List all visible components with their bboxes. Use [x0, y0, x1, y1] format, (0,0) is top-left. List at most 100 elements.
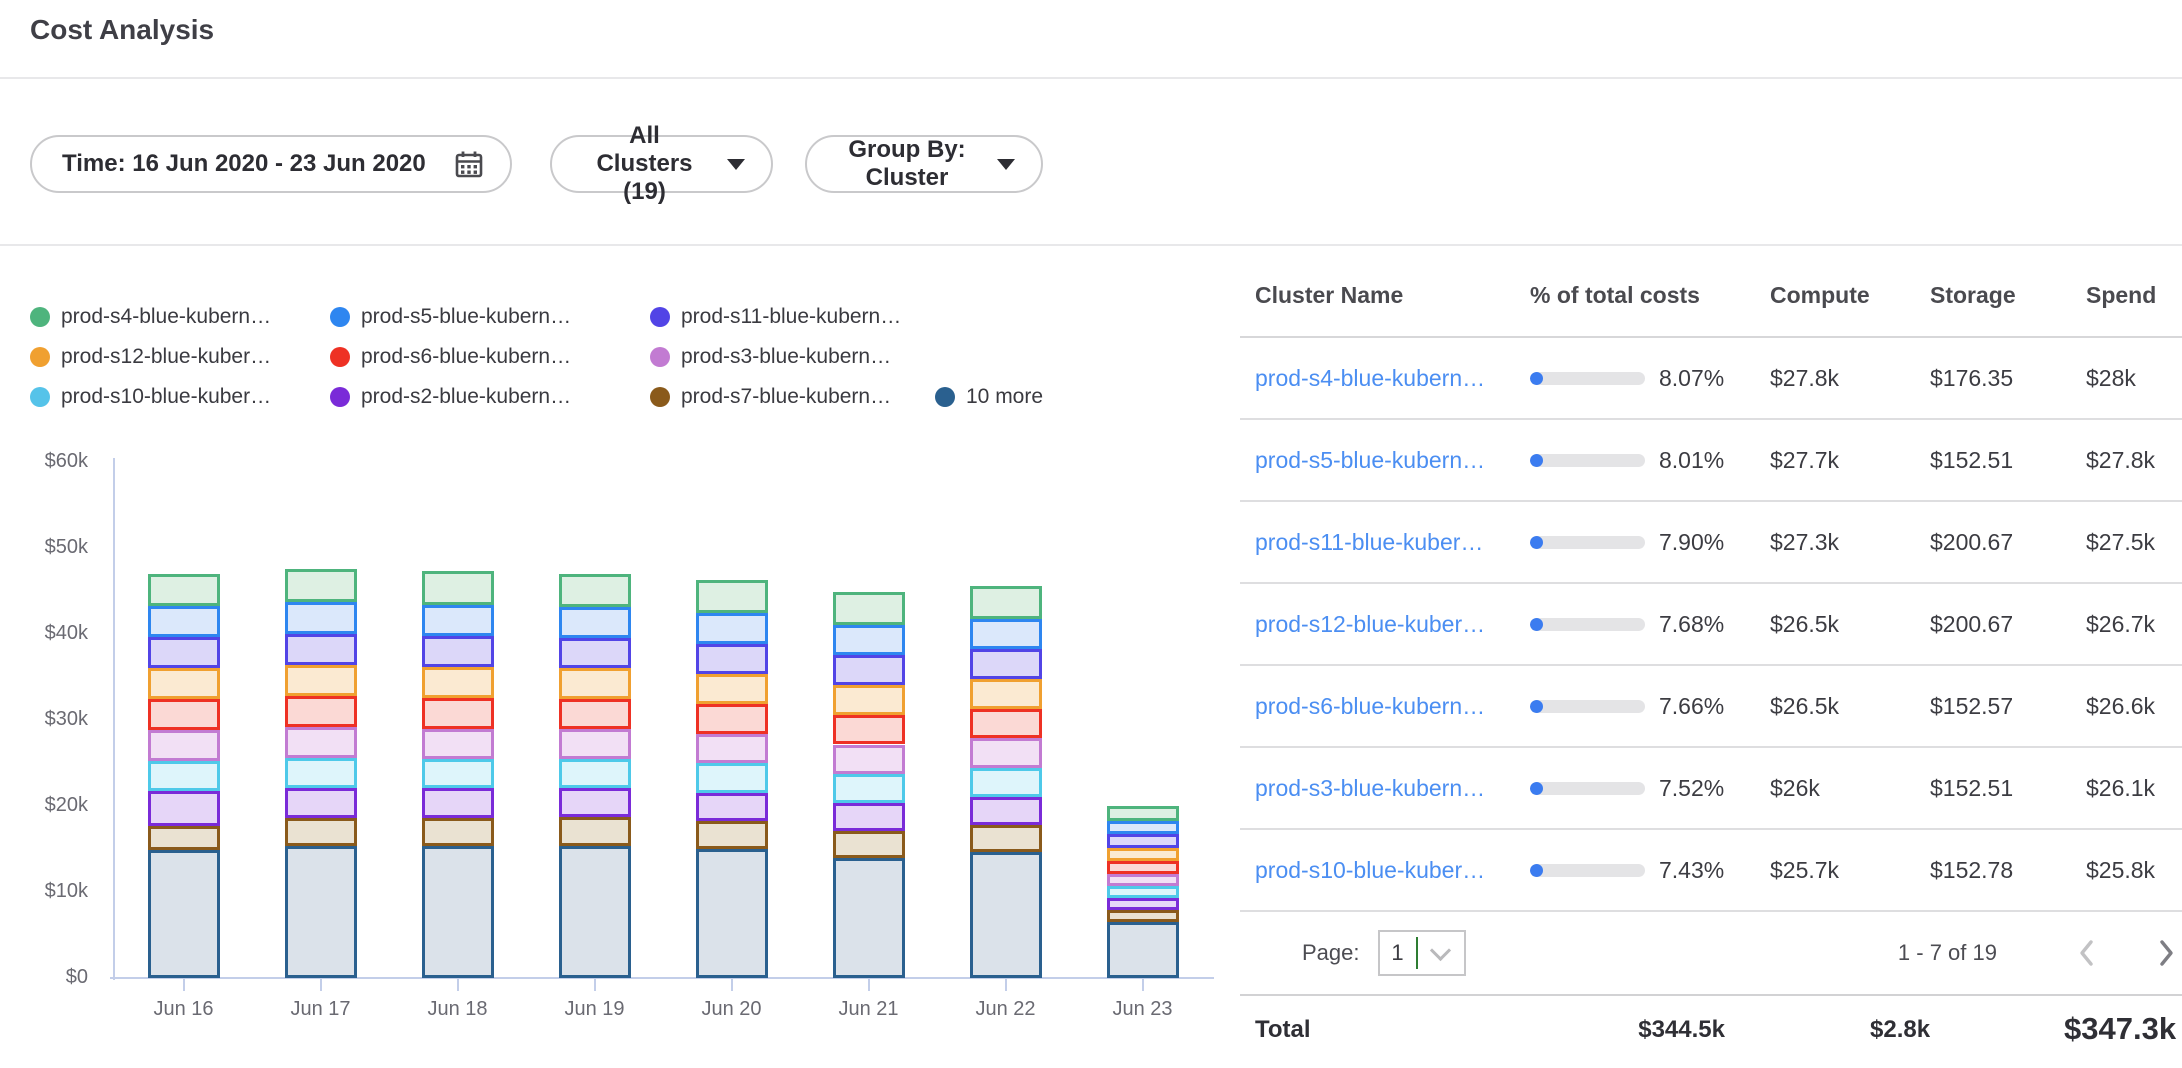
- bar-segment[interactable]: [422, 846, 494, 978]
- bar-segment[interactable]: [696, 580, 768, 613]
- bar-segment[interactable]: [833, 803, 905, 831]
- page-select[interactable]: 1: [1378, 930, 1466, 976]
- bar-segment[interactable]: [696, 821, 768, 849]
- bar-segment[interactable]: [970, 768, 1042, 797]
- bar-segment[interactable]: [1107, 834, 1179, 847]
- bar-segment[interactable]: [285, 788, 357, 818]
- legend-item[interactable]: prod-s11-blue-kubern…: [650, 302, 901, 332]
- bar-segment[interactable]: [833, 774, 905, 803]
- bar-segment[interactable]: [148, 791, 220, 825]
- legend-item[interactable]: prod-s5-blue-kubern…: [330, 302, 571, 332]
- bar-segment[interactable]: [422, 605, 494, 637]
- bar-segment[interactable]: [696, 734, 768, 763]
- clusters-filter[interactable]: All Clusters (19): [550, 135, 773, 193]
- bar-segment[interactable]: [833, 745, 905, 774]
- bar-segment[interactable]: [970, 679, 1042, 709]
- time-range-filter[interactable]: Time: 16 Jun 2020 - 23 Jun 2020: [30, 135, 512, 193]
- bar-segment[interactable]: [696, 763, 768, 792]
- bar-segment[interactable]: [285, 727, 357, 758]
- bar-segment[interactable]: [970, 852, 1042, 978]
- bar-segment[interactable]: [696, 704, 768, 734]
- bar-segment[interactable]: [422, 788, 494, 818]
- bar-segment[interactable]: [559, 638, 631, 669]
- legend-item[interactable]: prod-s10-blue-kuber…: [30, 382, 271, 412]
- bar-segment[interactable]: [148, 668, 220, 700]
- bar-segment[interactable]: [970, 825, 1042, 853]
- bar-segment[interactable]: [148, 699, 220, 730]
- bar-segment[interactable]: [559, 817, 631, 845]
- bar-segment[interactable]: [696, 613, 768, 644]
- bar-segment[interactable]: [285, 846, 357, 978]
- legend-item[interactable]: prod-s4-blue-kubern…: [30, 302, 271, 332]
- bar-segment[interactable]: [1107, 910, 1179, 922]
- cluster-name-link[interactable]: prod-s11-blue-kuber…: [1240, 529, 1530, 556]
- bar-segment[interactable]: [1107, 874, 1179, 886]
- bar-segment[interactable]: [422, 729, 494, 759]
- bar-segment[interactable]: [285, 665, 357, 696]
- bar-segment[interactable]: [833, 831, 905, 859]
- bar-segment[interactable]: [1107, 861, 1179, 874]
- bar-segment[interactable]: [833, 625, 905, 656]
- bar-segment[interactable]: [559, 574, 631, 607]
- bar-segment[interactable]: [833, 592, 905, 624]
- bar-segment[interactable]: [696, 849, 768, 978]
- bar-segment[interactable]: [1107, 922, 1179, 978]
- bar-segment[interactable]: [1107, 898, 1179, 910]
- legend-item[interactable]: prod-s2-blue-kubern…: [330, 382, 571, 412]
- bar-segment[interactable]: [559, 729, 631, 759]
- bar-segment[interactable]: [833, 715, 905, 745]
- bar-segment[interactable]: [559, 668, 631, 699]
- bar-segment[interactable]: [696, 644, 768, 674]
- cluster-name-link[interactable]: prod-s4-blue-kubern…: [1240, 365, 1530, 392]
- cluster-name-link[interactable]: prod-s6-blue-kubern…: [1240, 693, 1530, 720]
- bar-segment[interactable]: [148, 606, 220, 637]
- bar-segment[interactable]: [285, 602, 357, 634]
- bar-segment[interactable]: [970, 586, 1042, 618]
- bar-segment[interactable]: [833, 655, 905, 685]
- bar-segment[interactable]: [422, 571, 494, 604]
- legend-item[interactable]: 10 more: [935, 382, 1043, 412]
- bar-segment[interactable]: [833, 858, 905, 978]
- bar-segment[interactable]: [559, 699, 631, 729]
- bar-segment[interactable]: [148, 850, 220, 978]
- legend-item[interactable]: prod-s7-blue-kubern…: [650, 382, 891, 412]
- bar-segment[interactable]: [422, 636, 494, 667]
- bar-segment[interactable]: [422, 759, 494, 789]
- cluster-name-link[interactable]: prod-s3-blue-kubern…: [1240, 775, 1530, 802]
- legend-item[interactable]: prod-s6-blue-kubern…: [330, 342, 571, 372]
- bar-segment[interactable]: [696, 793, 768, 822]
- bar-segment[interactable]: [285, 818, 357, 846]
- bar-segment[interactable]: [422, 667, 494, 698]
- bar-segment[interactable]: [285, 569, 357, 603]
- bar-segment[interactable]: [833, 685, 905, 715]
- bar-segment[interactable]: [559, 607, 631, 638]
- bar-segment[interactable]: [970, 649, 1042, 679]
- legend-item[interactable]: prod-s12-blue-kuber…: [30, 342, 271, 372]
- bar-segment[interactable]: [285, 634, 357, 665]
- bar-segment[interactable]: [422, 818, 494, 846]
- bar-segment[interactable]: [422, 698, 494, 729]
- cluster-name-link[interactable]: prod-s10-blue-kuber…: [1240, 857, 1530, 884]
- bar-segment[interactable]: [559, 788, 631, 817]
- group-by-filter[interactable]: Group By: Cluster: [805, 135, 1043, 193]
- bar-segment[interactable]: [970, 709, 1042, 739]
- bar-segment[interactable]: [970, 619, 1042, 650]
- bar-segment[interactable]: [148, 826, 220, 850]
- bar-segment[interactable]: [1107, 821, 1179, 835]
- bar-segment[interactable]: [148, 730, 220, 761]
- bar-segment[interactable]: [1107, 886, 1179, 898]
- next-page-button[interactable]: [2153, 936, 2179, 970]
- bar-segment[interactable]: [970, 797, 1042, 825]
- legend-item[interactable]: prod-s3-blue-kubern…: [650, 342, 891, 372]
- bar-segment[interactable]: [1107, 848, 1179, 861]
- bar-segment[interactable]: [285, 758, 357, 788]
- bar-segment[interactable]: [559, 759, 631, 788]
- cluster-name-link[interactable]: prod-s12-blue-kuber…: [1240, 611, 1530, 638]
- bar-segment[interactable]: [148, 637, 220, 667]
- bar-segment[interactable]: [696, 674, 768, 704]
- bar-segment[interactable]: [970, 738, 1042, 767]
- bar-segment[interactable]: [559, 846, 631, 978]
- bar-segment[interactable]: [148, 761, 220, 791]
- bar-segment[interactable]: [285, 696, 357, 727]
- bar-segment[interactable]: [148, 574, 220, 607]
